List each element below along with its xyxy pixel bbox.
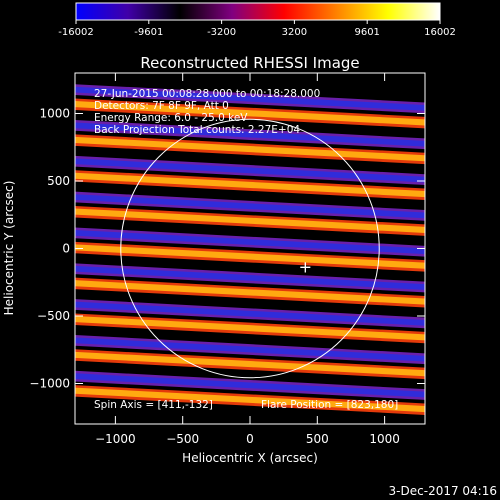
fringe-core-blue	[75, 263, 425, 292]
x-tick-label: 500	[306, 432, 329, 446]
fringe-core-yellow	[75, 278, 425, 307]
fringe-core-yellow	[75, 206, 425, 235]
chart-title: Reconstructed RHESSI Image	[140, 54, 359, 72]
colorbar-tick-label: 3200	[282, 27, 307, 38]
y-tick-label: 1000	[39, 107, 70, 121]
spin-axis-marker: +	[299, 257, 312, 276]
fringe-core-blue	[75, 228, 425, 256]
colorbar-tick-label: -3200	[207, 27, 236, 38]
overlay-time-range: 27-Jun-2015 00:08:28.000 to 00:18:28.000	[94, 88, 320, 100]
fringe-core-yellow	[75, 99, 425, 128]
fringe-core-blue	[75, 85, 425, 114]
fringe-core-blue	[75, 299, 425, 328]
solar-disk-circle	[120, 118, 380, 379]
x-tick-label: 1000	[369, 432, 400, 446]
fringe-core-yellow	[75, 349, 425, 378]
y-tick-label: −500	[37, 309, 70, 323]
fringe-core-blue	[75, 335, 425, 364]
y-axis-label: Heliocentric Y (arcsec)	[2, 181, 16, 316]
colorbar-tick-label: 16002	[424, 27, 456, 38]
colorbar-tick-label: 9601	[354, 27, 379, 38]
fringe-core-yellow	[75, 313, 425, 343]
fringe-core-blue	[75, 371, 425, 399]
overlay-method-counts: Back Projection Total counts: 2.27E+04	[94, 124, 300, 136]
fringe-core-blue	[75, 121, 425, 149]
y-tick-label: 500	[47, 174, 70, 188]
fringe-core-yellow	[75, 135, 425, 164]
colorbar-tick-label: -9601	[134, 27, 163, 38]
overlay-energy-range: Energy Range: 6.0 - 25.0 keV	[94, 112, 248, 124]
footer-timestamp: 3-Dec-2017 04:16	[389, 484, 497, 498]
fringe-core-yellow	[75, 242, 425, 271]
x-tick-label: −500	[166, 432, 199, 446]
fringe-core-yellow	[75, 385, 425, 414]
overlay-flare-position: Flare Position = [823,180]	[261, 399, 398, 411]
colorbar-ticks: -16002 -9601 -3200 3200 9601 16002	[58, 20, 456, 38]
fringe-core-blue	[75, 192, 425, 221]
axis-ticks: −1000 −500 0 500 1000 −1000 −500 0 500 1000	[29, 73, 425, 446]
fringe-core-yellow	[75, 171, 425, 200]
y-tick-label: 0	[62, 242, 70, 256]
heatmap-image	[75, 73, 425, 424]
x-tick-label: 0	[246, 432, 254, 446]
y-tick-label: −1000	[29, 377, 70, 391]
overlay-detectors: Detectors: 7F 8F 9F, Att 0	[94, 100, 229, 112]
overlay-spin-axis: Spin Axis = [411,-132]	[94, 399, 213, 411]
x-axis-label: Heliocentric X (arcsec)	[182, 451, 318, 465]
fringe-core-blue	[75, 156, 425, 185]
x-tick-label: −1000	[95, 432, 136, 446]
colorbar-tick-label: -16002	[58, 27, 93, 38]
colorbar	[75, 2, 441, 21]
